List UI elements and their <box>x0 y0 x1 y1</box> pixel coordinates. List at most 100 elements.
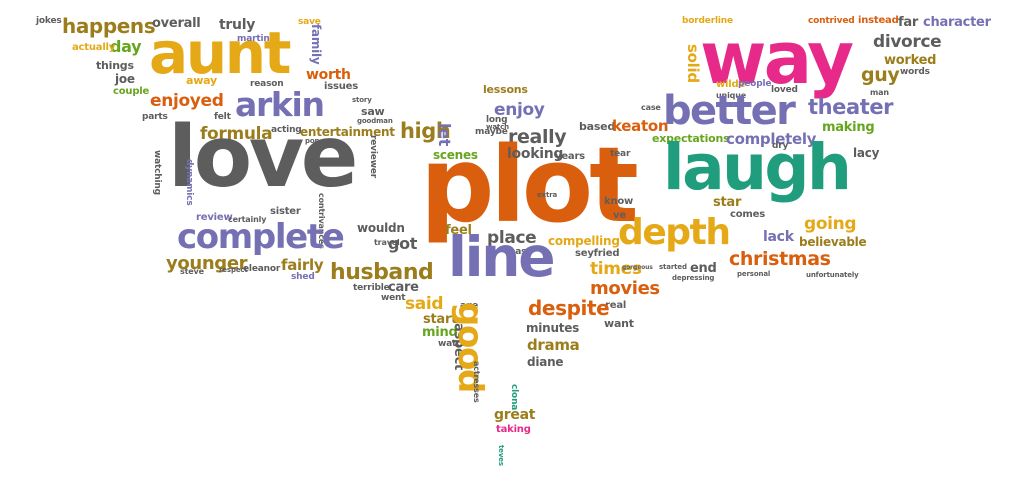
word-gorgeous: gorgeous <box>622 264 653 271</box>
word-goodman: goodman <box>357 117 393 125</box>
word-younger: younger <box>166 253 248 274</box>
word-sister: sister <box>270 206 301 217</box>
word-enjoyed: enjoyed <box>150 91 224 111</box>
word-place: place <box>487 228 537 248</box>
word-looking: looking <box>507 146 564 162</box>
word-diane: diane <box>527 355 564 369</box>
word-personal: personal <box>737 270 771 278</box>
word-loved: loved <box>771 85 798 95</box>
word-real: real <box>605 300 627 311</box>
word-entertainment: entertainment <box>300 125 395 139</box>
word-great: great <box>494 407 536 423</box>
word-got: got <box>388 234 418 253</box>
word-case: case <box>641 103 661 112</box>
word-expectations: expectations <box>652 132 730 145</box>
word-aunt: aunt <box>149 19 291 87</box>
word-reason: reason <box>250 79 284 89</box>
word-making: making <box>822 120 875 135</box>
word-watching: watching <box>152 150 162 195</box>
word-started: started <box>659 263 687 271</box>
word-seyfried: seyfried <box>575 248 620 259</box>
word-scenes: scenes <box>433 148 478 162</box>
word-believable: believable <box>799 235 867 249</box>
word-drama: drama <box>527 336 580 354</box>
word-travel: travel <box>374 238 400 247</box>
word-end: end <box>690 261 717 276</box>
word-know: know <box>604 196 634 207</box>
word-contrived: contrived <box>808 16 855 26</box>
word-based: based <box>579 120 616 133</box>
word-dry: dry <box>772 141 789 151</box>
word-want: want <box>604 317 634 330</box>
word-way: way <box>700 16 854 100</box>
word-day: day <box>110 37 142 56</box>
word-reviewer: reviewer <box>368 135 378 179</box>
word-saw: saw <box>361 105 385 118</box>
word-truly: truly <box>219 17 256 33</box>
word-divorce: divorce <box>873 32 942 52</box>
word-extra: extra <box>537 191 558 199</box>
word-enjoy: enjoy <box>494 100 545 120</box>
word-overall: overall <box>152 16 201 31</box>
word-husband: husband <box>330 260 434 285</box>
word-age: age <box>460 301 479 311</box>
word-depressing: depressing <box>672 274 715 282</box>
word-happens: happens <box>62 14 156 38</box>
word-clona: clona <box>509 384 519 411</box>
word-compelling: compelling <box>548 234 620 248</box>
word-martin: martin <box>237 34 270 44</box>
word-steve: steve <box>180 267 204 276</box>
word-keaton: keaton <box>612 117 669 135</box>
word-christmas: christmas <box>729 248 831 270</box>
word-fairly: fairly <box>281 256 324 274</box>
word-wilde: wilde <box>716 79 746 90</box>
word-review: review <box>196 212 233 223</box>
word-high: high <box>400 119 451 143</box>
word-formula: formula <box>200 124 273 144</box>
word-arkin: arkin <box>235 85 325 124</box>
word-words: words <box>900 67 930 77</box>
word-character: character <box>923 15 991 30</box>
word-care: care <box>388 280 419 295</box>
word-family: family <box>309 24 323 65</box>
word-pop: pop <box>305 137 320 145</box>
word-tear: tear <box>610 149 631 159</box>
word-years: years <box>555 151 585 162</box>
word-borderline: borderline <box>682 16 733 26</box>
word-mind: mind <box>422 325 458 340</box>
word-respect: respect <box>219 266 248 274</box>
word-line: line <box>448 225 556 289</box>
word-lack: lack <box>763 229 794 245</box>
word-unique: unique <box>716 91 747 100</box>
word-save: save <box>298 17 321 27</box>
word-felt: felt <box>214 112 231 122</box>
word-depth: depth <box>618 212 731 253</box>
word-terrible: terrible <box>353 283 390 293</box>
word-watch: watch <box>486 123 509 131</box>
word-watch: watch <box>438 339 468 349</box>
word-start: start <box>423 312 458 327</box>
word-lacy: lacy <box>853 146 880 160</box>
word-said: said <box>405 294 444 314</box>
word-past: past <box>509 247 531 257</box>
word-lessons: lessons <box>483 83 528 96</box>
word-comes: comes <box>730 209 765 220</box>
word-good: good <box>450 302 490 392</box>
word-plot: plot <box>420 124 639 246</box>
word-went: went <box>381 293 406 303</box>
word-things: things <box>96 59 134 72</box>
word-movies: movies <box>590 278 660 299</box>
word-guy: guy <box>861 64 900 86</box>
word-far: far <box>898 15 919 30</box>
word-feel: feel <box>445 223 472 238</box>
word-worth: worth <box>306 67 351 83</box>
word-completely: completely <box>726 130 817 148</box>
word-star: star <box>713 195 742 210</box>
word-unfortunately: unfortunately <box>806 271 859 279</box>
word-parts: parts <box>142 112 168 122</box>
word-going: going <box>804 214 857 234</box>
word-ve: ve <box>613 210 626 221</box>
word-maybe: maybe <box>475 127 508 137</box>
word-acting: acting <box>271 125 302 135</box>
